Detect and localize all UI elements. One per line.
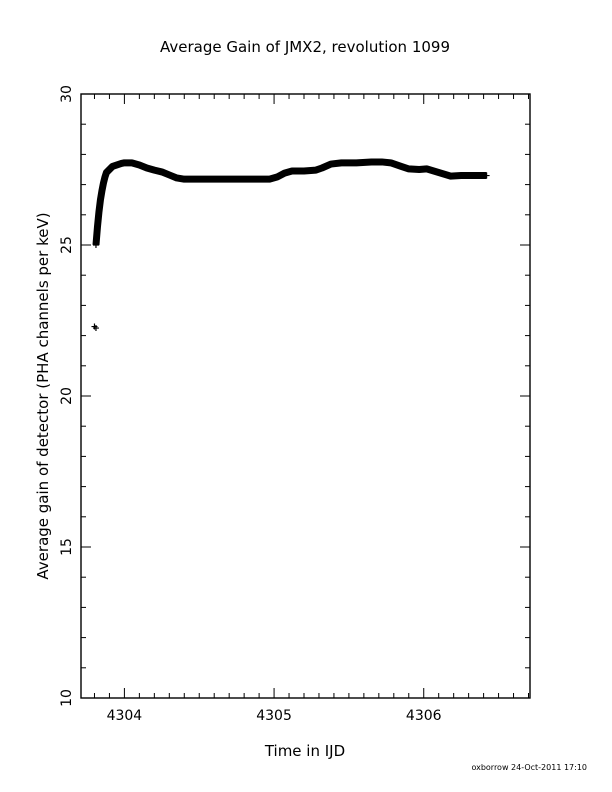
y-tick-label: 25 [59,236,75,254]
axis-ticks [81,93,530,699]
y-tick-label: 10 [59,689,75,707]
x-tick-label: 4304 [107,708,143,724]
plot-frame [80,93,531,699]
data-trace [92,158,487,246]
y-axis-label: Average gain of detector (PHA channels p… [34,212,52,579]
y-tick-label: 30 [59,85,75,103]
axis-tick-labels: 10 15 20 25 30 4304 4305 4306 [59,85,442,724]
footer-stamp: oxborrow 24-Oct-2011 17:10 [471,763,587,772]
y-tick-label: 15 [59,538,75,556]
x-tick-label: 4305 [256,708,292,724]
data-point [92,325,99,332]
x-tick-label: 4306 [406,708,442,724]
chart-title: Average Gain of JMX2, revolution 1099 [160,38,450,56]
data-points [91,158,490,332]
y-tick-label: 20 [59,387,75,405]
x-axis-label: Time in IJD [264,742,345,760]
